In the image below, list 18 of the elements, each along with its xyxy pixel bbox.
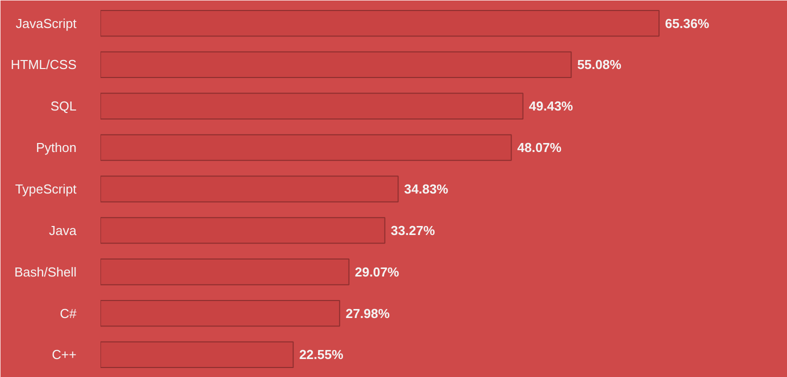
y-tick-label: Bash/Shell <box>14 264 77 280</box>
y-tick-label: Java <box>49 222 78 238</box>
data-label: 22.55% <box>299 347 344 362</box>
y-tick-label: HTML/CSS <box>10 57 77 72</box>
data-label: 27.98% <box>346 306 390 321</box>
data-label: 49.43% <box>528 98 574 114</box>
y-tick-label: C# <box>60 306 78 321</box>
y-tick-label: JavaScript <box>16 16 77 31</box>
y-tick-label: C++ <box>52 347 77 362</box>
data-label: 65.36% <box>665 16 710 31</box>
data-label: 55.08% <box>577 57 622 72</box>
y-tick-label: Python <box>36 140 77 156</box>
data-label: 34.83% <box>404 182 449 196</box>
y-tick-label: TypeScript <box>15 182 77 196</box>
data-label: 48.07% <box>517 140 562 156</box>
y-tick-label: SQL <box>50 98 77 114</box>
data-label: 29.07% <box>354 264 400 280</box>
data-label: 33.27% <box>390 222 436 238</box>
